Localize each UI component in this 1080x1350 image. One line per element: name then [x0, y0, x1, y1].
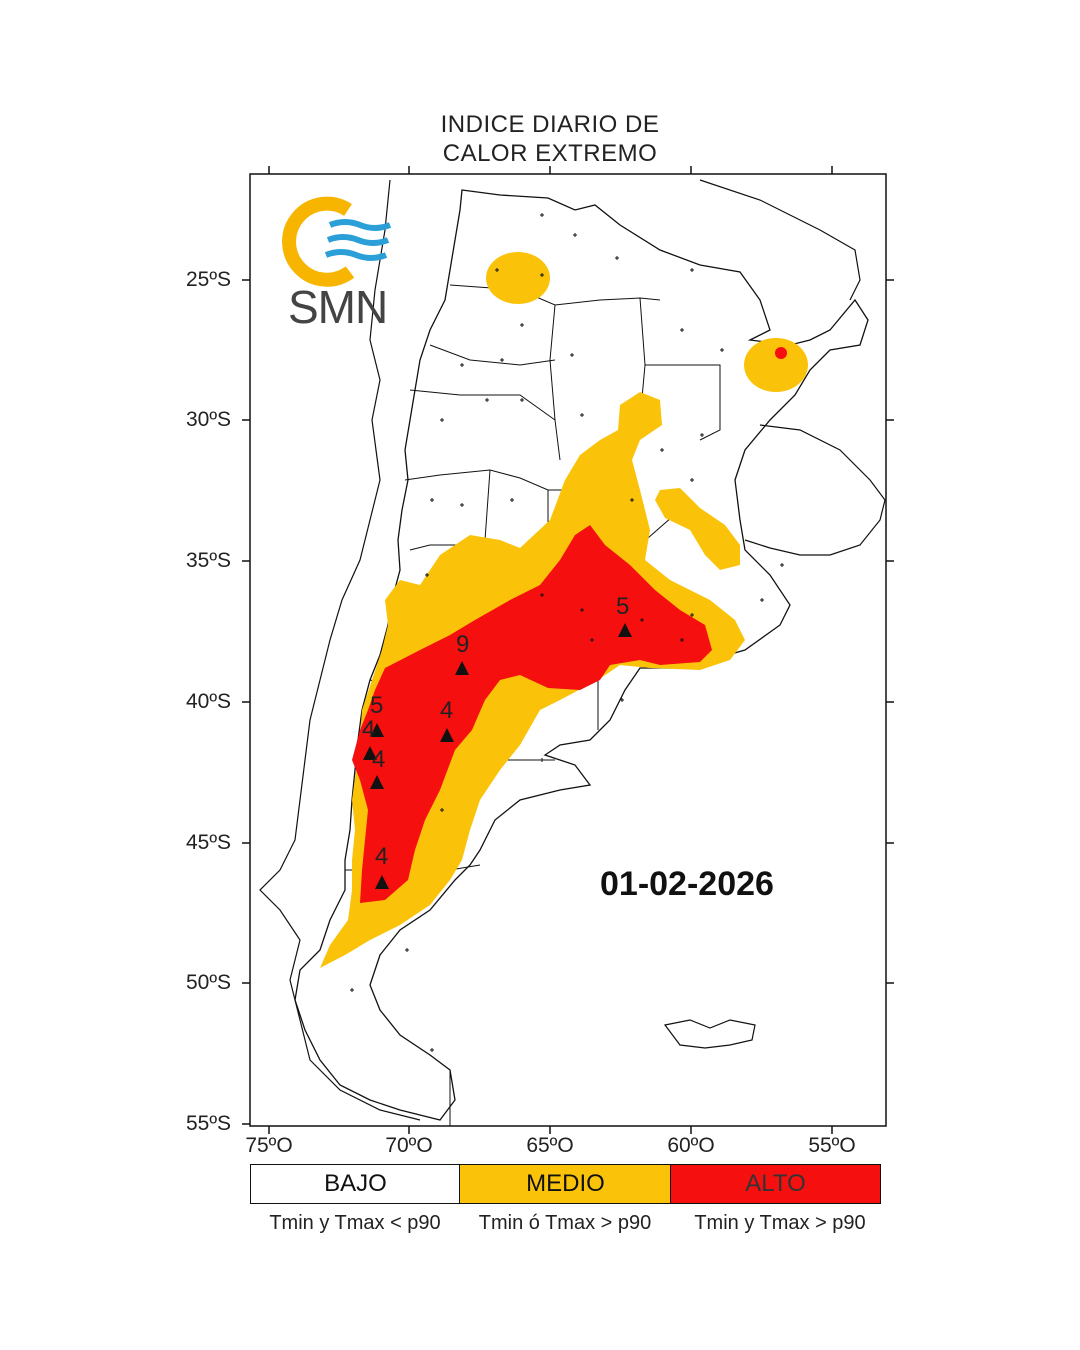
brazil-border [699, 179, 861, 301]
legend-alto-note: Tmin y Tmax > p90 [694, 1212, 866, 1234]
alto-spot-northeast [775, 347, 787, 359]
uruguay-outline [744, 424, 886, 556]
legend-bajo-note: Tmin y Tmax < p90 [269, 1212, 441, 1234]
station-markers [350, 213, 784, 1052]
lat-label: 30ºS [186, 408, 232, 431]
map-title-line1: INDICE DIARIO DE [440, 111, 660, 138]
level-number: 4 [362, 716, 376, 743]
map-title-line2: CALOR EXTREMO [442, 140, 658, 167]
level-triangles [363, 623, 632, 889]
legend-alto: ALTO [670, 1164, 881, 1204]
level-number: 4 [375, 843, 389, 870]
level-number: 4 [440, 697, 454, 724]
level-number: 9 [456, 631, 470, 658]
level-number: 5 [616, 593, 630, 620]
lat-label: 25ºS [186, 268, 232, 291]
medio-zone-east [655, 488, 740, 570]
legend-medio-label: MEDIO [526, 1170, 605, 1197]
legend-medio-note: Tmin ó Tmax > p90 [478, 1212, 652, 1234]
legend-medio: MEDIO [459, 1164, 672, 1204]
lon-label: 75ºO [245, 1134, 293, 1157]
smn-logo-icon [282, 196, 392, 287]
medio-zone-north [486, 252, 550, 304]
smn-logo-text: SMN [288, 281, 388, 333]
level-number: 4 [372, 746, 386, 773]
lon-label: 65ºO [526, 1134, 574, 1157]
axis-ticks [242, 166, 894, 1134]
legend-bajo: BAJO [250, 1164, 461, 1204]
lon-label: 55ºO [808, 1134, 856, 1157]
lat-label: 40ºS [186, 690, 232, 713]
level-number: 5 [370, 692, 384, 719]
alto-zones [352, 347, 787, 903]
map-date: 01-02-2026 [600, 865, 774, 903]
lat-label: 55ºS [186, 1112, 232, 1135]
alto-main-zone [352, 525, 712, 903]
medio-zone-northeast [744, 338, 808, 392]
lon-label: 60ºO [667, 1134, 715, 1157]
legend-alto-label: ALTO [745, 1170, 806, 1197]
lon-label: 70ºO [385, 1134, 433, 1157]
lat-label: 45ºS [186, 831, 232, 854]
falklands-outline [663, 1019, 756, 1049]
lat-label: 50ºS [186, 971, 232, 994]
chile-outline [259, 179, 421, 1121]
legend-bajo-label: BAJO [324, 1170, 387, 1197]
lat-label: 35ºS [186, 549, 232, 572]
